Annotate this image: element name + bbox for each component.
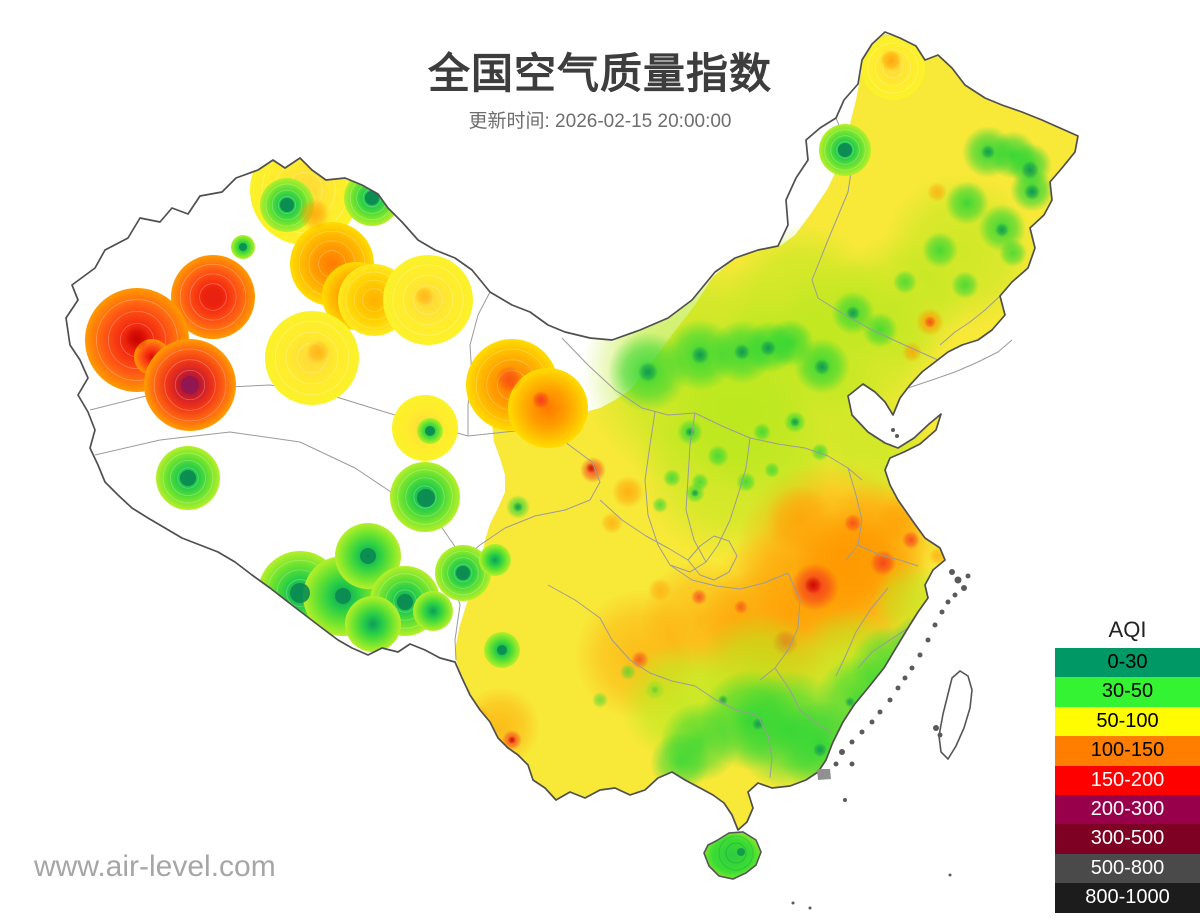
hongkong-area <box>817 769 831 780</box>
legend-row: 800-1000 <box>1055 883 1200 913</box>
aqi-legend: AQI 0-30 30-50 50-100 100-150 150-200 200-300… <box>1055 612 1200 913</box>
legend-row: 100-150 <box>1055 736 1200 766</box>
legend-row: 150-200 <box>1055 765 1200 795</box>
legend-title: AQI <box>1108 617 1147 642</box>
legend-row: 0-30 <box>1055 648 1200 678</box>
legend-row: 200-300 <box>1055 794 1200 825</box>
legend-row: 30-50 <box>1055 677 1200 707</box>
legend-items: 0-30 30-50 50-100 100-150 150-200 200-300 300-… <box>1055 648 1200 913</box>
coastal-islands <box>791 428 971 910</box>
legend-row: 300-500 <box>1055 824 1200 854</box>
hainan-island <box>703 831 762 880</box>
legend-row: 50-100 <box>1055 706 1200 737</box>
watermark: www.air-level.com <box>34 850 276 883</box>
taiwan-outline <box>938 670 973 761</box>
legend-row: 500-800 <box>1055 853 1200 884</box>
china-border-outline <box>65 31 1079 831</box>
